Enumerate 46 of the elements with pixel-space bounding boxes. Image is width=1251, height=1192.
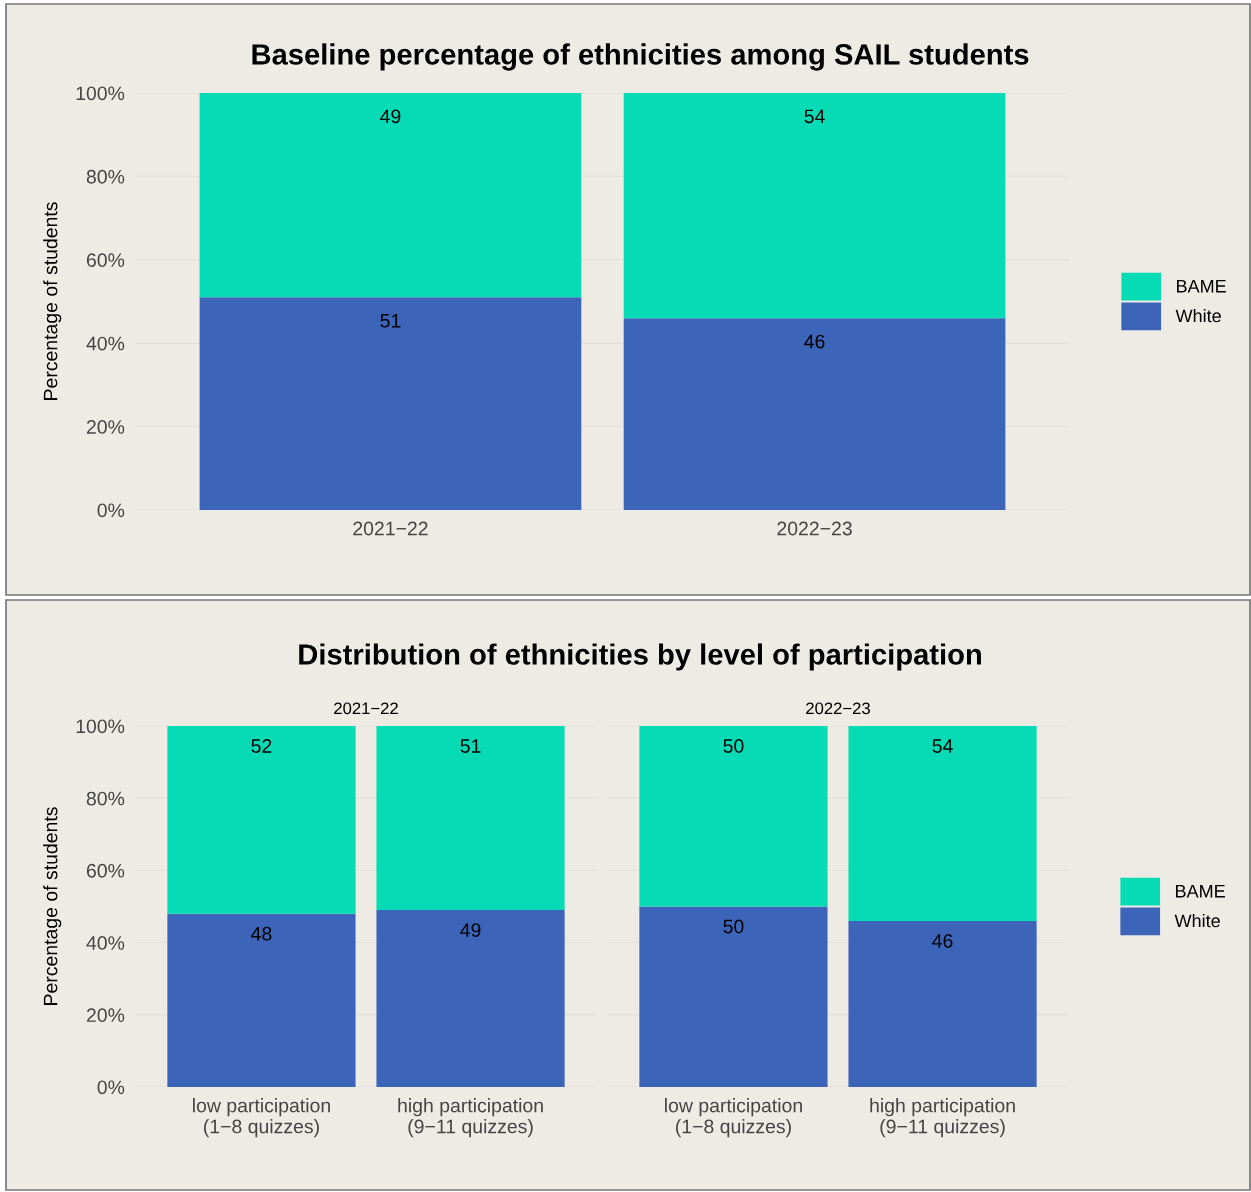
chart-subtitle: 2021−22 bbox=[334, 702, 398, 715]
data-label: 52 bbox=[251, 739, 272, 753]
data-label: 51 bbox=[460, 739, 481, 753]
bar bbox=[376, 726, 565, 911]
bar bbox=[623, 318, 1006, 510]
y-axis-title: Percentage of students bbox=[43, 202, 62, 400]
bar bbox=[199, 297, 582, 510]
y-tick-label: 60% bbox=[86, 253, 125, 268]
data-label: 49 bbox=[380, 109, 401, 124]
data-label: 49 bbox=[460, 923, 481, 937]
chart-title: Baseline percentage of ethnicities among SAIL students bbox=[252, 43, 1029, 71]
bar bbox=[623, 93, 1006, 319]
legend-label: White bbox=[1175, 309, 1221, 323]
chart-subtitle: 2022−23 bbox=[806, 702, 870, 715]
bar bbox=[167, 726, 356, 914]
y-tick-label: 20% bbox=[86, 1008, 125, 1023]
data-label: 50 bbox=[723, 739, 744, 753]
x-tick-label: low participation (1−8 quizzes) bbox=[193, 1098, 330, 1138]
y-tick-label: 80% bbox=[86, 791, 125, 806]
y-tick-label: 100% bbox=[76, 719, 125, 734]
y-tick-label: 40% bbox=[86, 936, 125, 950]
bar bbox=[167, 913, 356, 1087]
y-tick-label: 20% bbox=[86, 420, 125, 434]
y-tick-label: 100% bbox=[76, 86, 125, 101]
data-label: 54 bbox=[932, 739, 953, 753]
bar bbox=[199, 93, 582, 298]
bar bbox=[376, 910, 565, 1087]
y-axis-title: Percentage of students bbox=[43, 807, 62, 1005]
data-label: 51 bbox=[380, 314, 401, 328]
data-label: 46 bbox=[932, 934, 953, 948]
data-label: 46 bbox=[804, 334, 825, 349]
x-tick-label: low participation (1−8 quizzes) bbox=[665, 1098, 802, 1138]
data-label: 54 bbox=[804, 109, 825, 124]
y-tick-label: 0% bbox=[97, 503, 125, 518]
legend-label: BAME bbox=[1177, 279, 1226, 293]
data-label: 48 bbox=[251, 926, 272, 941]
y-tick-label: 60% bbox=[86, 863, 125, 878]
legend-label: White bbox=[1174, 914, 1220, 928]
x-tick-label: high participation (9−11 quizzes) bbox=[398, 1098, 543, 1138]
x-tick-label: high participation (9−11 quizzes) bbox=[870, 1098, 1015, 1138]
data-label: 50 bbox=[723, 919, 744, 934]
y-tick-label: 80% bbox=[86, 169, 125, 184]
y-tick-label: 0% bbox=[97, 1080, 125, 1095]
y-tick-label: 40% bbox=[86, 336, 125, 351]
legend-label: BAME bbox=[1176, 884, 1225, 898]
chart-title: Distribution of ethnicities by level of participation bbox=[299, 643, 981, 671]
